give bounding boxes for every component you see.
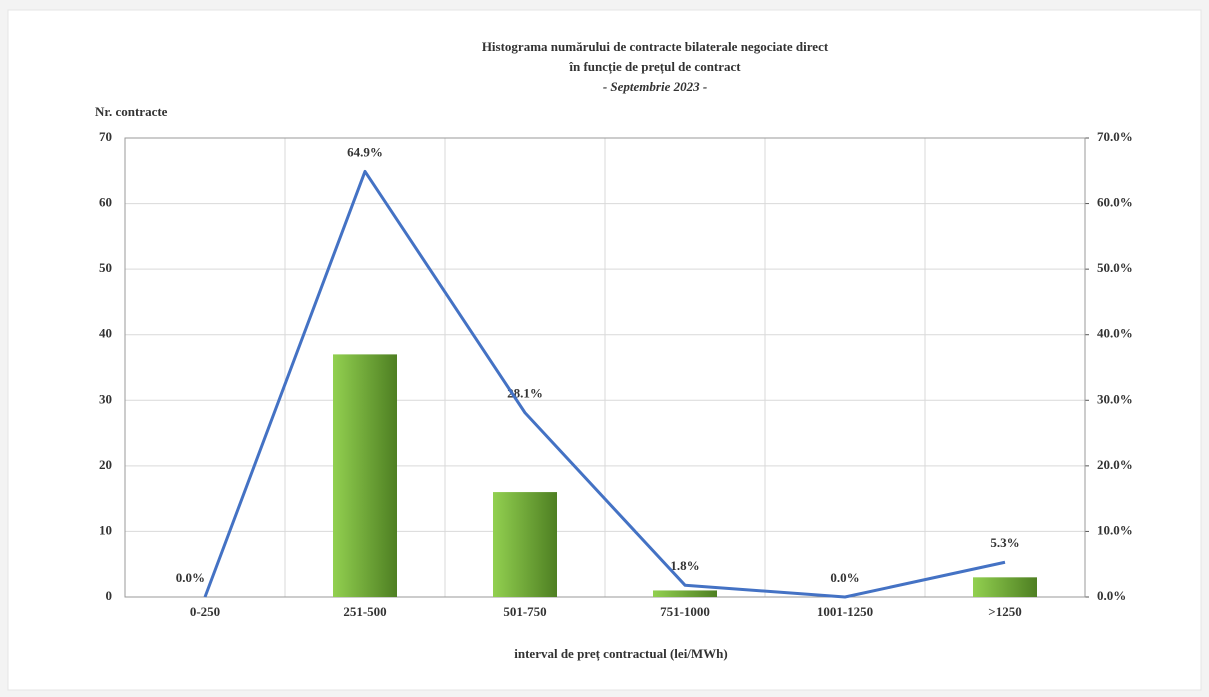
y-tick-label: 40: [99, 326, 112, 341]
y-tick-label: 50: [99, 260, 112, 275]
y-tick-label: 20: [99, 457, 112, 472]
chart-title: - Septembrie 2023 -: [603, 79, 707, 94]
y-tick-label: 60: [99, 195, 112, 210]
x-tick-label: >1250: [988, 604, 1021, 619]
y-axis-label: Nr. contracte: [95, 104, 168, 119]
y2-tick-label: 20.0%: [1097, 457, 1133, 472]
y-tick-label: 30: [99, 391, 112, 406]
bar: [973, 577, 1037, 597]
x-tick-label: 1001-1250: [817, 604, 873, 619]
data-label: 64.9%: [347, 144, 383, 159]
line: [203, 169, 1006, 599]
data-label: 1.8%: [670, 558, 699, 573]
y2-tick-label: 70.0%: [1097, 129, 1133, 144]
bar: [653, 590, 717, 597]
x-tick-label: 0-250: [190, 604, 220, 619]
x-tick-label: 251-500: [343, 604, 386, 619]
data-label: 0.0%: [830, 570, 859, 585]
y-tick-label: 70: [99, 129, 112, 144]
y2-tick-label: 10.0%: [1097, 522, 1133, 537]
data-label: 5.3%: [990, 535, 1019, 550]
x-tick-label: 501-750: [503, 604, 546, 619]
x-axis-label: interval de preț contractual (lei/MWh): [514, 646, 728, 662]
y2-tick-label: 30.0%: [1097, 391, 1133, 406]
y2-tick-label: 40.0%: [1097, 326, 1133, 341]
x-tick-label: 751-1000: [660, 604, 710, 619]
bar: [333, 354, 397, 597]
y-tick-label: 0: [106, 588, 113, 603]
chart-title: în funcție de prețul de contract: [568, 59, 741, 75]
y2-tick-label: 60.0%: [1097, 195, 1133, 210]
data-label: 0.0%: [176, 570, 205, 585]
y2-tick-label: 0.0%: [1097, 588, 1126, 603]
y-tick-label: 10: [99, 522, 112, 537]
chart-title: Histograma numărului de contracte bilate…: [482, 39, 829, 54]
bar: [493, 492, 557, 597]
y2-tick-label: 50.0%: [1097, 260, 1133, 275]
plot-border: [124, 137, 1086, 598]
